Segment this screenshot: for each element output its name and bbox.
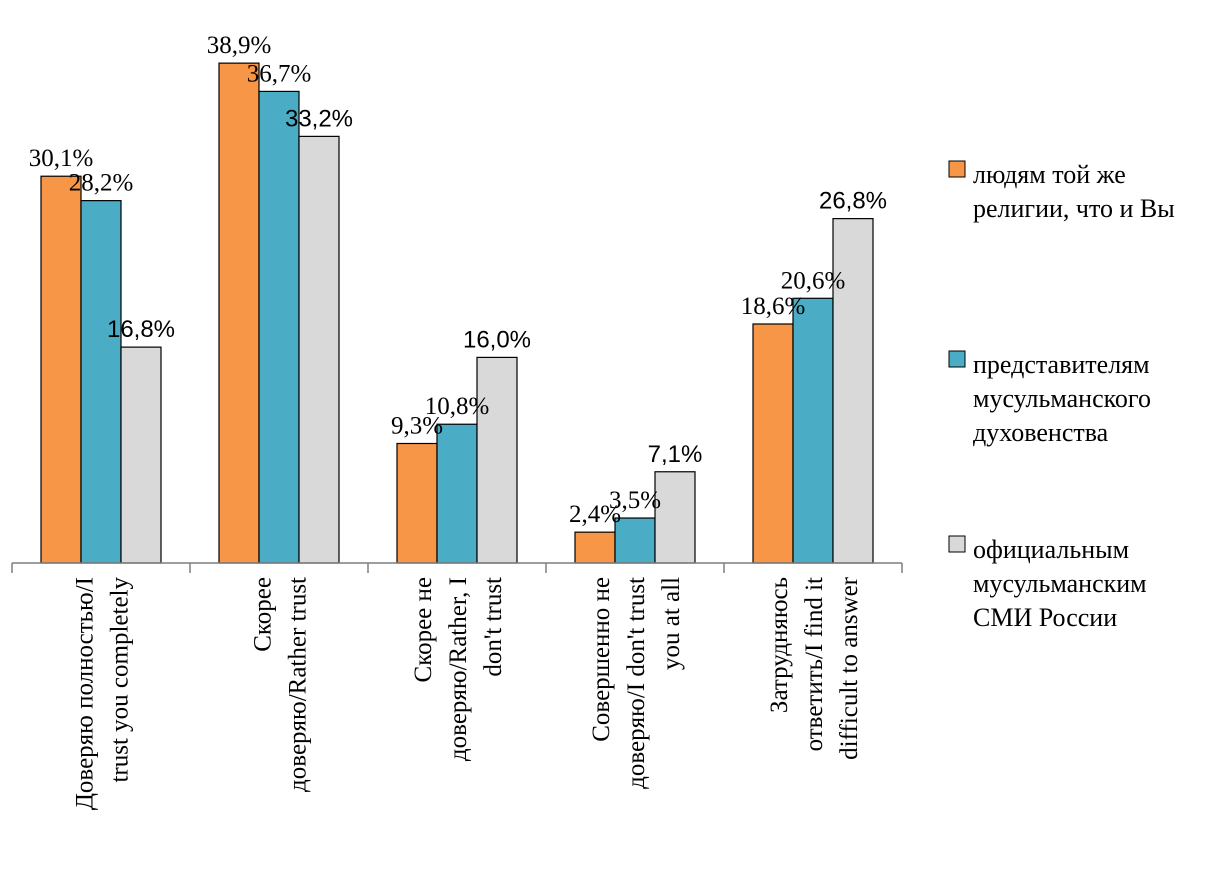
data-label-s0-c1: 38,9% bbox=[207, 32, 272, 59]
data-label-s2-c1: 33,2% bbox=[285, 105, 353, 132]
data-label-s2-c4: 26,8% bbox=[819, 188, 887, 215]
data-label-s0-c3: 2,4% bbox=[569, 501, 621, 528]
category-label-line: Скорее не bbox=[410, 577, 437, 682]
category-label-0: Доверяю полностью/I trust you completely bbox=[72, 577, 134, 811]
legend-swatch-2 bbox=[948, 535, 966, 553]
bar-s2-c0 bbox=[120, 346, 162, 564]
legend-label-2: мусульманским bbox=[973, 569, 1147, 598]
legend-label-0: людям той же bbox=[973, 160, 1126, 189]
bar-s0-c0 bbox=[40, 175, 82, 564]
category-label-line: ответить/I find it bbox=[801, 577, 828, 751]
value-labels-group: 30,1% 38,9% 9,3% 2,4% 18,6% 28,2% 36,7% 10,8% 3,… bbox=[29, 32, 887, 528]
bar-s1-c1 bbox=[258, 90, 300, 564]
x-axis bbox=[11, 562, 903, 573]
bar-s0-c1 bbox=[218, 62, 260, 564]
category-label-line: difficult to answer bbox=[836, 576, 863, 759]
legend-label-2: официальным bbox=[973, 535, 1129, 564]
category-label-line: Скорее bbox=[250, 577, 277, 652]
category-label-2: Скорее не доверяю/Rather, I don't trust bbox=[410, 577, 507, 761]
bar-s1-c0 bbox=[80, 200, 122, 564]
data-label-s1-c2: 10,8% bbox=[425, 393, 490, 420]
legend-swatch-0 bbox=[948, 160, 966, 178]
category-label-line: Затрудняюсь bbox=[766, 577, 793, 713]
category-label-line: доверяю/Rather trust bbox=[285, 577, 312, 792]
category-label-4: Затрудняюсь ответить/I find it difficult t… bbox=[766, 576, 863, 759]
category-label-line: Совершенно не bbox=[588, 577, 615, 742]
bar-s1-c2 bbox=[436, 423, 478, 564]
legend-label-1: духовенства bbox=[973, 418, 1109, 447]
category-label-line: trust you completely bbox=[107, 577, 134, 783]
bar-s0-c2 bbox=[396, 442, 438, 564]
data-label-s1-c4: 20,6% bbox=[781, 267, 846, 294]
data-label-s1-c3: 3,5% bbox=[609, 487, 661, 514]
legend: людям той же религии, что и Вы представите… bbox=[948, 160, 1175, 632]
data-label-s2-c3: 7,1% bbox=[648, 441, 703, 468]
bar-s0-c4 bbox=[752, 323, 794, 564]
data-label-s1-c1: 36,7% bbox=[247, 60, 312, 87]
category-label-line: don't trust bbox=[480, 577, 507, 677]
category-label-line: Доверяю полностью/I bbox=[72, 577, 99, 810]
category-label-line: доверяю/Rather, I bbox=[445, 577, 472, 761]
data-label-s0-c0: 30,1% bbox=[29, 145, 94, 172]
bar-s2-c2 bbox=[476, 356, 518, 564]
data-label-s1-c0: 28,2% bbox=[69, 170, 134, 197]
legend-swatch-1 bbox=[948, 350, 966, 368]
legend-label-1: представителям bbox=[973, 350, 1150, 379]
legend-label-2: СМИ России bbox=[973, 603, 1117, 632]
legend-label-0: религии, что и Вы bbox=[973, 194, 1175, 223]
bar-s0-c3 bbox=[574, 531, 616, 564]
data-label-s0-c4: 18,6% bbox=[741, 293, 806, 320]
legend-label-1: мусульманского bbox=[973, 384, 1151, 413]
category-labels-group: Доверяю полностью/I trust you completely С… bbox=[72, 576, 864, 810]
category-label-1: Скорее доверяю/Rather trust bbox=[250, 577, 312, 792]
bars-group bbox=[40, 62, 874, 564]
bar-s2-c1 bbox=[298, 135, 340, 564]
data-label-s2-c0: 16,8% bbox=[107, 316, 175, 343]
category-label-line: you at all bbox=[658, 577, 685, 670]
data-label-s0-c2: 9,3% bbox=[391, 412, 443, 439]
data-label-s2-c2: 16,0% bbox=[463, 326, 531, 353]
bar-s1-c4 bbox=[792, 297, 834, 564]
category-label-line: доверяю/I don't trust bbox=[623, 577, 650, 789]
category-label-3: Совершенно не доверяю/I don't trust you at… bbox=[588, 577, 685, 789]
bar-s2-c3 bbox=[654, 471, 696, 564]
